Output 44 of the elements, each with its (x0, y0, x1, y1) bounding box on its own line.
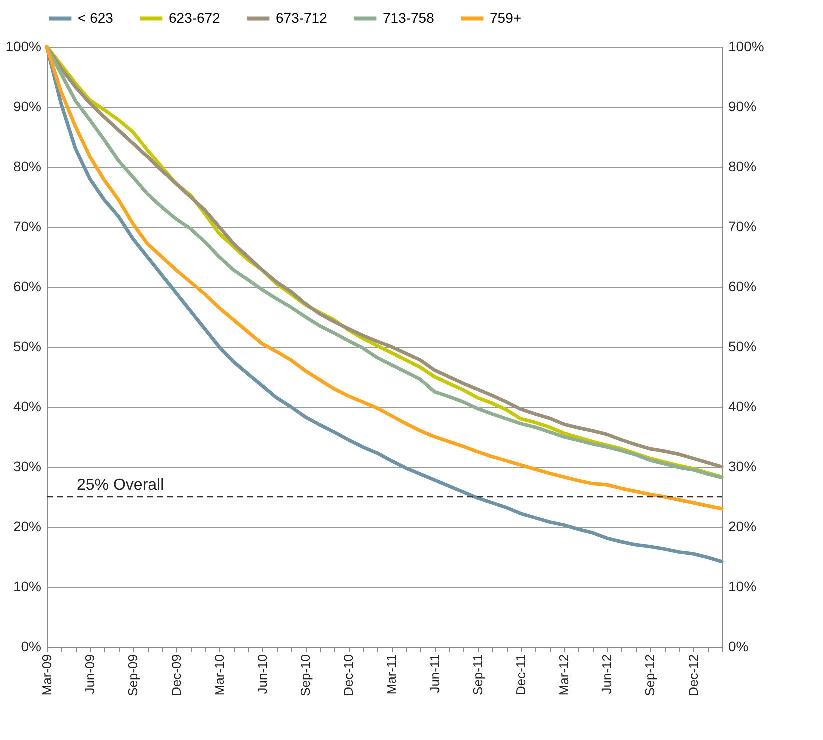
y-tick-label: 0% (21, 638, 42, 654)
y2-tick-label: 90% (728, 98, 757, 114)
y2-tick-label: 100% (728, 38, 764, 54)
x-tick-label: Dec-11 (513, 654, 528, 696)
y2-tick-label: 80% (728, 158, 757, 174)
y-tick-label: 90% (13, 98, 42, 114)
x-tick-label: Jun-09 (82, 654, 98, 694)
x-tick-label: Dec-10 (341, 654, 356, 696)
legend-label: < 623 (78, 10, 114, 26)
y-tick-label: 80% (13, 158, 42, 174)
y-tick-label: 70% (13, 218, 42, 234)
x-tick-label: Dec-09 (168, 654, 184, 696)
y2-tick-label: 30% (728, 458, 757, 474)
y2-tick-label: 10% (728, 578, 757, 594)
x-tick-label: Mar-10 (212, 654, 227, 696)
y-tick-label: 30% (13, 458, 42, 474)
y-tick-label: 20% (13, 518, 42, 534)
y2-tick-label: 50% (728, 338, 757, 354)
x-tick-label: Sep-12 (642, 654, 658, 696)
legend-label: 759+ (490, 10, 522, 26)
x-tick-label: Mar-12 (556, 654, 572, 696)
x-tick-label: Mar-09 (40, 654, 54, 696)
y-tick-label: 60% (13, 278, 42, 294)
y-tick-label: 50% (13, 338, 42, 354)
x-tick-label: Jun-12 (600, 654, 615, 694)
y2-tick-label: 0% (728, 638, 749, 654)
x-tick-label: Sep-11 (470, 654, 486, 696)
legend-label: 673-712 (276, 10, 328, 26)
y-tick-label: 100% (6, 38, 42, 54)
x-tick-label: Dec-12 (686, 654, 701, 696)
y-tick-label: 40% (13, 398, 42, 414)
x-tick-label: Mar-11 (384, 654, 400, 695)
y2-tick-label: 70% (728, 218, 757, 234)
y2-tick-label: 20% (728, 518, 757, 534)
y-tick-label: 10% (13, 578, 42, 594)
y2-tick-label: 40% (728, 398, 757, 414)
x-tick-label: Sep-09 (126, 654, 141, 696)
x-tick-label: Jun-11 (427, 654, 442, 694)
y2-tick-label: 60% (728, 278, 757, 294)
legend-label: 623-672 (169, 10, 221, 26)
ref-line-label: 25% Overall (77, 477, 164, 494)
legend-label: 713-758 (383, 10, 435, 26)
x-tick-label: Jun-10 (254, 654, 270, 694)
x-tick-label: Sep-10 (298, 654, 314, 696)
